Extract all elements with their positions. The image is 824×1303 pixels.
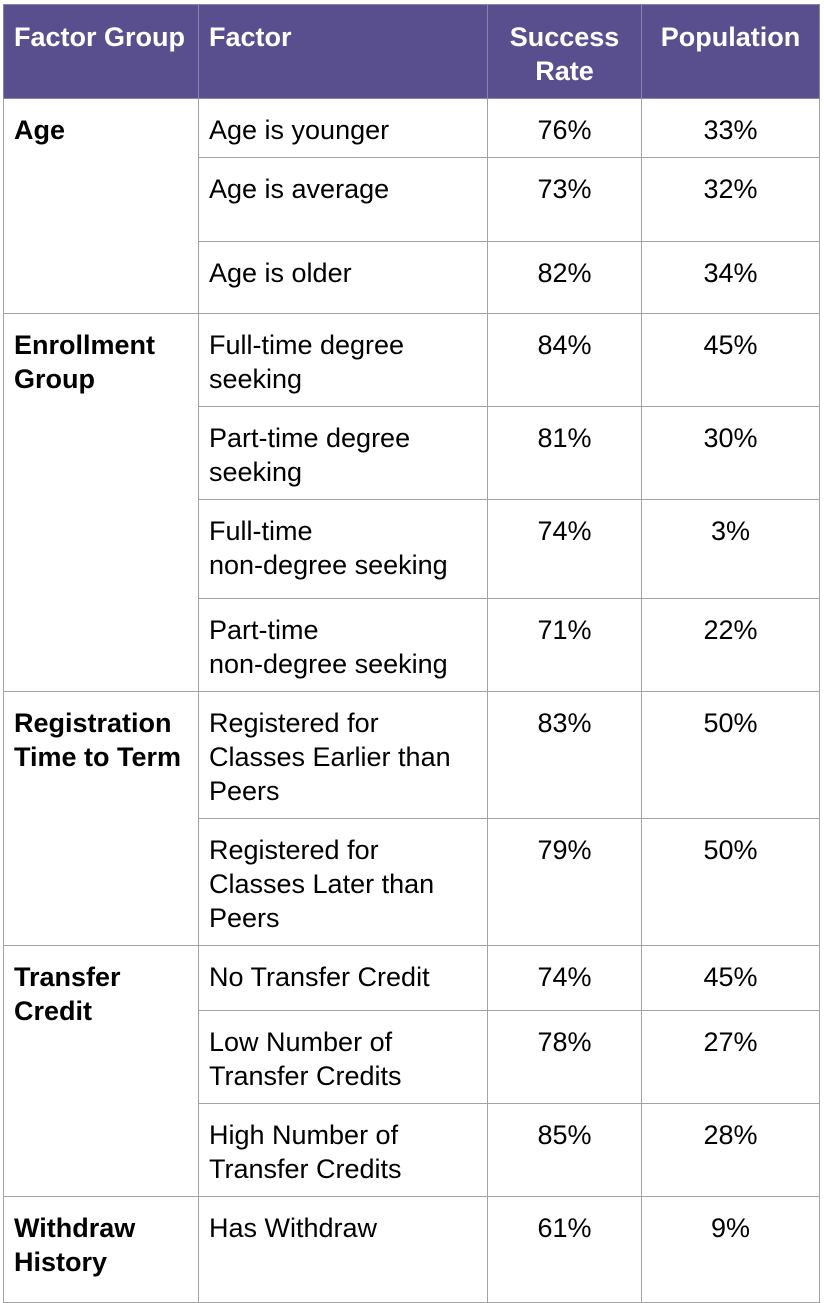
factor-cell: Age is average [198, 157, 488, 242]
population-cell: 30% [641, 406, 820, 500]
factor-group-cell: Withdraw History [3, 1196, 199, 1303]
population-cell: 34% [641, 241, 820, 314]
population-cell: 45% [641, 313, 820, 407]
factor-group-cell: Enrollment Group [3, 313, 199, 692]
factor-cell: Age is younger [198, 98, 488, 158]
table-row: Enrollment Group Full-time degree seekin… [3, 313, 820, 692]
factor-cell: High Number of Transfer Credits [198, 1103, 488, 1197]
population-cell: 9% [641, 1196, 820, 1303]
success-rate-cell: 78% [487, 1010, 642, 1104]
factor-cell: Registered for Classes Later than Peers [198, 818, 488, 946]
factor-cell: Registered for Classes Earlier than Peer… [198, 691, 488, 819]
header-population: Population [641, 4, 820, 99]
table-row: Low Number of Transfer Credits 78% 27% [4, 1010, 820, 1104]
factor-cell: No Transfer Credit [198, 945, 488, 1011]
table-row: Full-time non-degree seeking 74% 3% [4, 499, 820, 599]
population-cell: 28% [641, 1103, 820, 1197]
population-cell: 22% [641, 598, 820, 692]
population-cell: 3% [641, 499, 820, 599]
success-rate-cell: 84% [487, 313, 642, 407]
population-cell: 33% [641, 98, 820, 158]
table-row: High Number of Transfer Credits 85% 28% [4, 1103, 820, 1197]
success-rate-cell: 71% [487, 598, 642, 692]
factor-group-cell: Transfer Credit [3, 945, 199, 1197]
table-row: Age Age is younger 76% 33% [3, 98, 820, 314]
success-rate-cell: 74% [487, 499, 642, 599]
population-cell: 50% [641, 818, 820, 946]
table-row: Age is average 73% 32% [4, 157, 820, 242]
factor-group-cell: Age [3, 98, 199, 314]
table-row: Transfer Credit No Transfer Credit 74% 4… [3, 945, 820, 1197]
success-rate-cell: 76% [487, 98, 642, 158]
population-cell: 27% [641, 1010, 820, 1104]
factor-cell: Full-time non-degree seeking [198, 499, 488, 599]
success-rate-cell: 82% [487, 241, 642, 314]
factor-cell: Age is older [198, 241, 488, 314]
success-rate-cell: 81% [487, 406, 642, 500]
success-rate-cell: 74% [487, 945, 642, 1011]
table-row: Registered for Classes Later than Peers … [4, 818, 820, 946]
factor-cell: Has Withdraw [198, 1196, 488, 1303]
table-row: Part-time degree seeking 81% 30% [4, 406, 820, 500]
factor-cell: Full-time degree seeking [198, 313, 488, 407]
population-cell: 32% [641, 157, 820, 242]
success-rate-cell: 83% [487, 691, 642, 819]
table-body: Age Age is younger 76% 33% Age is averag… [3, 98, 820, 1303]
table-row: Registration Time to Term Registered for… [3, 691, 820, 946]
success-rate-cell: 73% [487, 157, 642, 242]
factor-table: Factor Group Factor Success Rate Populat… [3, 4, 820, 1303]
table-header: Factor Group Factor Success Rate Populat… [3, 4, 820, 99]
success-rate-cell: 61% [487, 1196, 642, 1303]
header-factor-group: Factor Group [3, 4, 199, 99]
header-success-rate: Success Rate [487, 4, 642, 99]
success-rate-cell: 85% [487, 1103, 642, 1197]
factor-cell: Part-time degree seeking [198, 406, 488, 500]
factor-cell: Part-time non-degree seeking [198, 598, 488, 692]
table-row: Part-time non-degree seeking 71% 22% [4, 598, 820, 692]
population-cell: 50% [641, 691, 820, 819]
header-factor: Factor [198, 4, 488, 99]
success-rate-cell: 79% [487, 818, 642, 946]
factor-group-cell: Registration Time to Term [3, 691, 199, 946]
population-cell: 45% [641, 945, 820, 1011]
table-row: Withdraw History Has Withdraw 61% 9% [3, 1196, 820, 1303]
factor-cell: Low Number of Transfer Credits [198, 1010, 488, 1104]
